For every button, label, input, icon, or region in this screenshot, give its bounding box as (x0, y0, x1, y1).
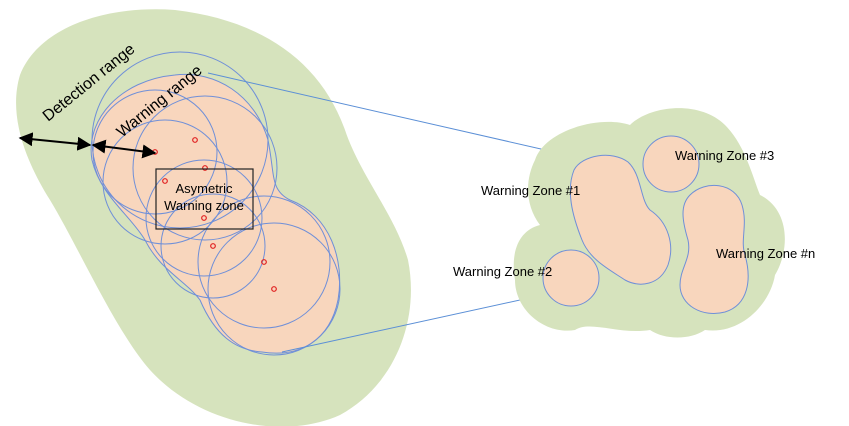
warning-zone-1-label: Warning Zone #1 (481, 183, 580, 198)
warning-zone-3 (643, 136, 699, 192)
asymmetric-zone-label-line1: Asymetric (175, 181, 233, 196)
warning-zone-2-label: Warning Zone #2 (453, 264, 552, 279)
warning-zone-3-label: Warning Zone #3 (675, 148, 774, 163)
warning-zone-n-label: Warning Zone #n (716, 246, 815, 261)
asymmetric-zone-label-line2: Warning zone (164, 198, 244, 213)
